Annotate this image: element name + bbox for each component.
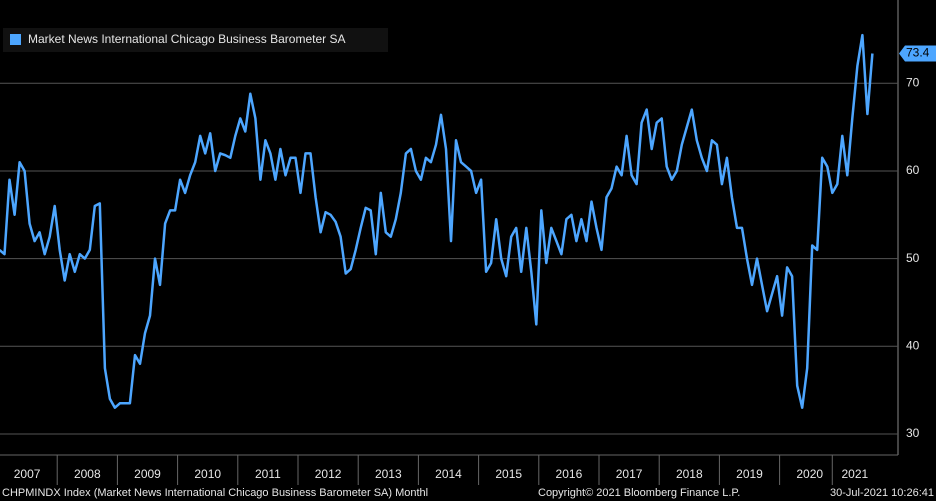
x-tick-label: 2013 <box>375 467 402 481</box>
x-tick-label: 2019 <box>736 467 763 481</box>
x-tick-label: 2012 <box>315 467 342 481</box>
last-value-tag <box>899 45 936 62</box>
x-tick-label: 2020 <box>796 467 823 481</box>
legend-box <box>3 28 388 52</box>
x-tick-label: 2018 <box>676 467 703 481</box>
x-tick-label: 2011 <box>255 467 281 481</box>
legend-swatch <box>10 34 21 45</box>
x-tick-label: 2008 <box>74 467 101 481</box>
x-tick-label: 2014 <box>435 467 462 481</box>
x-tick-label: 2017 <box>616 467 643 481</box>
legend-label: Market News International Chicago Busine… <box>28 32 345 46</box>
y-tick-label: 70 <box>906 75 920 89</box>
y-tick-label: 30 <box>906 426 920 440</box>
x-tick-label: 2015 <box>495 467 522 481</box>
x-tick-label: 2009 <box>134 467 161 481</box>
last-value-label: 73.4 <box>906 46 930 60</box>
x-tick-label: 2007 <box>14 467 41 481</box>
footer-timestamp: 30-Jul-2021 10:26:41 <box>830 487 934 499</box>
footer-copyright: Copyright© 2021 Bloomberg Finance L.P. <box>538 487 740 499</box>
x-tick-label: 2021 <box>841 467 868 481</box>
data-line <box>0 33 874 409</box>
x-tick-label: 2010 <box>194 467 221 481</box>
y-tick-label: 50 <box>906 251 920 265</box>
y-tick-label: 40 <box>906 338 920 352</box>
footer-ticker: CHPMINDX Index (Market News Internationa… <box>2 487 428 499</box>
x-tick-label: 2016 <box>556 467 583 481</box>
y-tick-label: 60 <box>906 163 920 177</box>
